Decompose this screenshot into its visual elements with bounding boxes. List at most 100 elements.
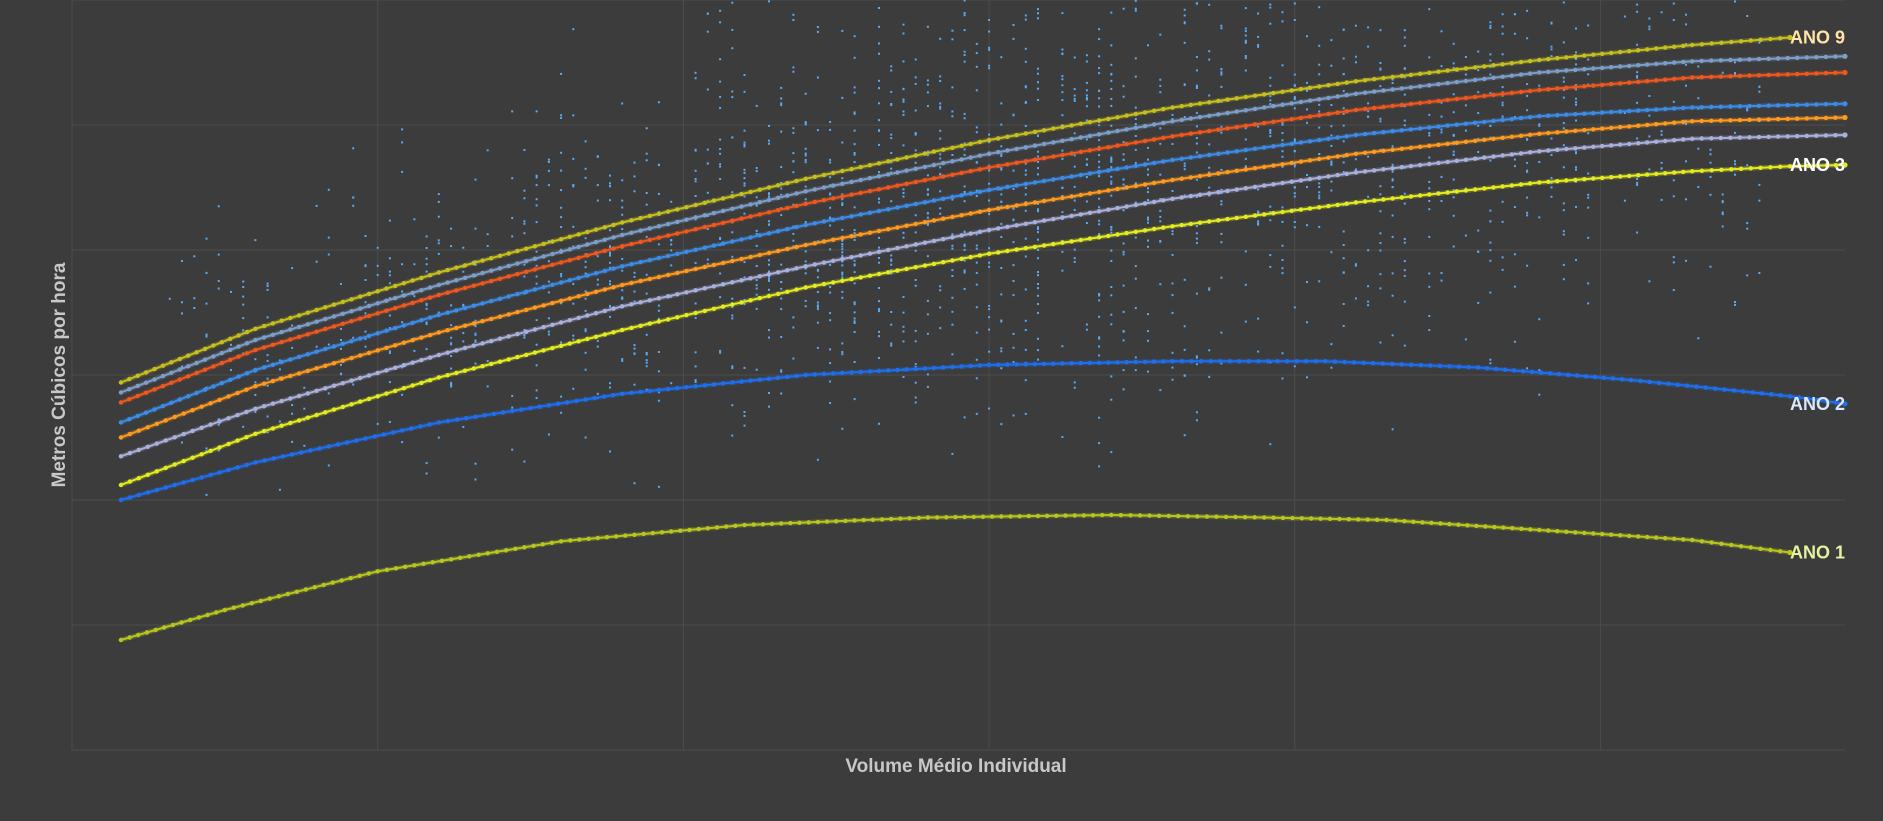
scatter-point [755,104,758,107]
series-point [1417,71,1423,77]
scatter-point [706,191,709,194]
series-point [1298,207,1304,212]
scatter-point [547,433,550,436]
scatter-point [1501,53,1504,56]
series-point [1142,110,1148,115]
series-point [1399,362,1405,367]
scatter-point [878,119,880,122]
series-point [730,194,735,199]
series-point [160,373,166,379]
series-point [1573,128,1578,133]
series-point [1500,91,1505,97]
scatter-point [1061,250,1064,253]
scatter-point [890,171,893,174]
scatter-point [1526,211,1529,214]
series-point [1179,195,1184,200]
series-point [1418,363,1424,368]
scatter-point [1098,28,1101,31]
series-point [1527,132,1533,137]
scatter-point [963,269,966,272]
series-point [1681,59,1686,65]
scatter-point [780,166,783,169]
series-point [550,322,555,327]
series-point [1654,107,1659,112]
series-point [1353,91,1359,97]
scatter-point [792,70,795,73]
scatter-point [792,269,795,272]
scatter-point [1134,201,1137,204]
scatter-point [560,226,563,228]
series-point [1252,166,1258,171]
scatter-point [719,178,722,180]
scatter-point [1183,348,1186,351]
scatter-point [853,301,856,304]
scatter-point [878,79,880,82]
series-point [1427,125,1432,130]
series-point [574,398,579,404]
series-point [421,561,426,566]
scatter-point [1183,21,1186,24]
series-point [219,340,224,345]
series-point [1060,361,1065,366]
scatter-point [768,405,770,408]
series-point [1242,515,1248,520]
scatter-point [743,145,746,148]
series-point [1509,61,1515,66]
series-point [1381,197,1386,202]
series-point [235,438,240,443]
series-point [135,373,140,378]
series-point [1445,68,1450,73]
scatter-point [890,263,893,266]
scatter-point [816,346,819,349]
scatter-point [755,307,758,310]
scatter-point [1122,188,1125,191]
series-point [1408,194,1414,199]
scatter-point [1403,192,1406,195]
scatter-point [584,330,587,333]
series-point [1243,214,1249,219]
series-point [1573,177,1578,183]
scatter-point [1575,58,1577,60]
series-point [1759,391,1765,396]
scatter-point [1342,303,1345,305]
series-point [794,224,799,230]
scatter-point [1257,350,1260,353]
series-point [419,275,424,281]
series-point [968,141,973,147]
series-point [1699,58,1704,64]
scatter-point [1134,7,1137,10]
series-point [118,482,124,488]
scatter-point [560,411,563,414]
series-point [1115,186,1120,192]
series-point [1005,224,1010,230]
scatter-point [1147,218,1149,221]
scatter-point [1734,301,1736,303]
scatter-point [1134,236,1137,239]
series-point [497,314,503,319]
scatter-point [1098,89,1101,92]
series-point [532,267,538,272]
series-point [895,183,900,188]
series-point [1408,85,1414,90]
scatter-point [853,264,856,267]
series-point [1718,135,1724,141]
scatter-point [1575,259,1577,262]
scatter-point [988,261,991,264]
series-point [1636,534,1641,539]
scatter-point [1367,102,1370,105]
series-point [384,567,390,572]
scatter-point [816,129,819,132]
scatter-point [1452,153,1455,156]
series-point [1463,139,1469,144]
scatter-point [437,252,440,255]
series-point [1731,388,1737,393]
scatter-point [939,289,942,292]
scatter-point [1024,60,1027,63]
series-point [1537,57,1542,63]
series-point [1118,513,1124,518]
series-point [1775,72,1781,77]
series-point [849,234,854,239]
scatter-point [768,329,770,332]
scatter-point [1037,337,1039,340]
series-point [1087,360,1093,366]
